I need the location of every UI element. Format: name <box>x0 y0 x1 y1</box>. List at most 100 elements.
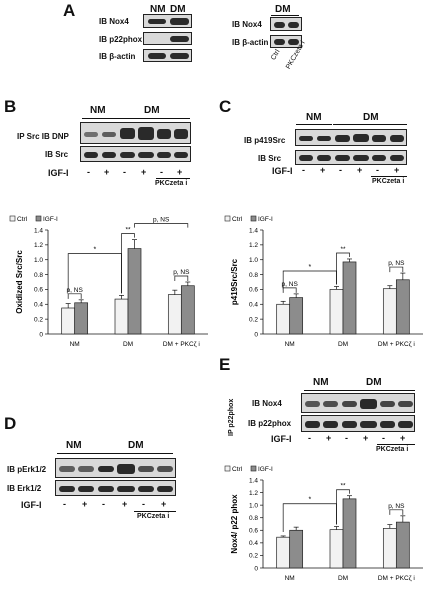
y-tick-label: 0.2 <box>249 316 258 323</box>
y-tick-label: 0.6 <box>249 528 258 535</box>
y-tick-label: 0 <box>39 331 43 338</box>
legend-label: IGF-I <box>258 216 273 223</box>
igf-label: IGF-I <box>48 168 69 178</box>
legend-label: Ctrl <box>232 466 243 473</box>
bar <box>329 289 344 335</box>
inhibitor-label: PKCzeta i <box>372 178 405 185</box>
treatment-sign: - <box>123 167 126 177</box>
inhibitor-label: PKCzeta i <box>155 180 188 187</box>
blot-strip <box>295 129 407 146</box>
blot-row-label: IB Nox4 <box>252 399 282 408</box>
treatment-sign: - <box>339 165 342 175</box>
treatment-sign: + <box>177 167 183 177</box>
legend-swatch <box>224 465 231 472</box>
significance-label: p, NS <box>388 260 405 267</box>
panel-d-letter: D <box>4 414 17 433</box>
x-tick-label: NM <box>70 341 80 348</box>
significance-label: * <box>308 264 311 271</box>
blot-row-label: IB p419Src <box>244 136 286 145</box>
significance-label: * <box>308 497 311 504</box>
group-nm-label: NM <box>66 440 82 451</box>
x-tick-label: NM <box>285 341 295 348</box>
bar <box>114 298 129 335</box>
significance-label: ** <box>340 246 346 253</box>
y-tick-label: 0.4 <box>249 540 258 547</box>
bar <box>180 285 195 335</box>
group-dm-label: DM <box>170 4 186 15</box>
y-axis-label: Oxidized Src/Src <box>15 250 24 314</box>
group-dm-label: DM <box>144 105 160 116</box>
treatment-sign: + <box>320 165 326 175</box>
significance-label: ** <box>340 483 346 490</box>
treatment-sign: - <box>63 499 66 509</box>
blot-row-label: IP Src IB DNP <box>17 132 69 141</box>
significance-label: p, NS <box>282 281 299 288</box>
group-nm-label: NM <box>150 4 166 15</box>
blot-strip <box>55 458 176 478</box>
group-bracket <box>296 124 332 125</box>
bar <box>167 294 182 335</box>
bar <box>61 307 76 335</box>
treatment-sign: + <box>104 167 110 177</box>
x-tick-label: DM <box>123 341 133 348</box>
y-axis-label: Nox4/ p22 phox <box>230 494 239 554</box>
legend-swatch <box>250 215 257 222</box>
bar <box>276 303 291 335</box>
y-tick-label: 1.0 <box>249 257 258 264</box>
treatment-sign: - <box>308 433 311 443</box>
group-dm-label: DM <box>128 440 144 451</box>
significance-label: p, NS <box>388 503 405 510</box>
treatment-sign: + <box>357 165 363 175</box>
x-tick-label: DM <box>338 341 348 348</box>
legend-label: Ctrl <box>232 216 243 223</box>
chart-panel-c: Ctrl IGF-I 0 0.2 0.4 0.6 0.8 1.0 1.2 1.4 p419Src/S… <box>224 215 423 348</box>
group-bracket <box>304 390 340 391</box>
y-tick-label: 0 <box>254 565 258 572</box>
legend-swatch <box>250 465 257 472</box>
treatment-sign: + <box>141 167 147 177</box>
treatment-sign: + <box>82 499 88 509</box>
legend-swatch <box>35 215 42 222</box>
group-dm-label: DM <box>363 112 379 123</box>
y-tick-label: 0.6 <box>249 287 258 294</box>
y-tick-label: 0.8 <box>249 272 258 279</box>
treatment-sign: - <box>87 167 90 177</box>
y-tick-label: 1.0 <box>34 257 43 264</box>
blot-strip <box>80 146 191 162</box>
igf-label: IGF-I <box>21 500 42 510</box>
inhibitor-bracket <box>371 176 407 177</box>
group-bracket <box>57 453 93 454</box>
blot-strip <box>55 480 176 496</box>
legend-label: IGF-I <box>43 216 58 223</box>
legend-swatch <box>9 215 16 222</box>
y-tick-label: 1.4 <box>249 227 258 234</box>
y-tick-label: 1.2 <box>249 242 258 249</box>
group-bracket <box>118 118 190 119</box>
group-bracket <box>271 15 299 16</box>
legend-label: IGF-I <box>258 466 273 473</box>
treatment-sign: - <box>302 165 305 175</box>
group-bracket <box>333 124 407 125</box>
blot-row-label: IB Erk1/2 <box>7 484 42 493</box>
blot-strip <box>301 393 415 413</box>
y-axis-label: p419Src/Src <box>230 258 239 305</box>
bar <box>127 248 142 335</box>
x-tick-label: DM <box>338 575 348 582</box>
significance-bracket <box>134 223 189 228</box>
blot-row-label: IB Nox4 <box>232 20 262 29</box>
blot-strip <box>143 14 192 28</box>
blot-row-label: IB pErk1/2 <box>7 465 47 474</box>
panel-a-letter: A <box>63 1 76 20</box>
blot-row-label: IB β-actin <box>99 52 136 61</box>
y-tick-label: 0.2 <box>34 316 43 323</box>
y-tick-label: 1.2 <box>34 242 43 249</box>
inhibitor-bracket <box>134 511 176 512</box>
treatment-sign: - <box>382 433 385 443</box>
x-tick-label: DM + PKCζ i <box>378 575 415 582</box>
group-bracket <box>82 118 118 119</box>
significance-bracket <box>282 287 297 293</box>
ip-side-label: IP p22phox <box>228 398 235 436</box>
lane-label: Ctrl <box>270 48 282 62</box>
treatment-sign: - <box>376 165 379 175</box>
inhibitor-label: PKCzeta i <box>376 446 409 453</box>
